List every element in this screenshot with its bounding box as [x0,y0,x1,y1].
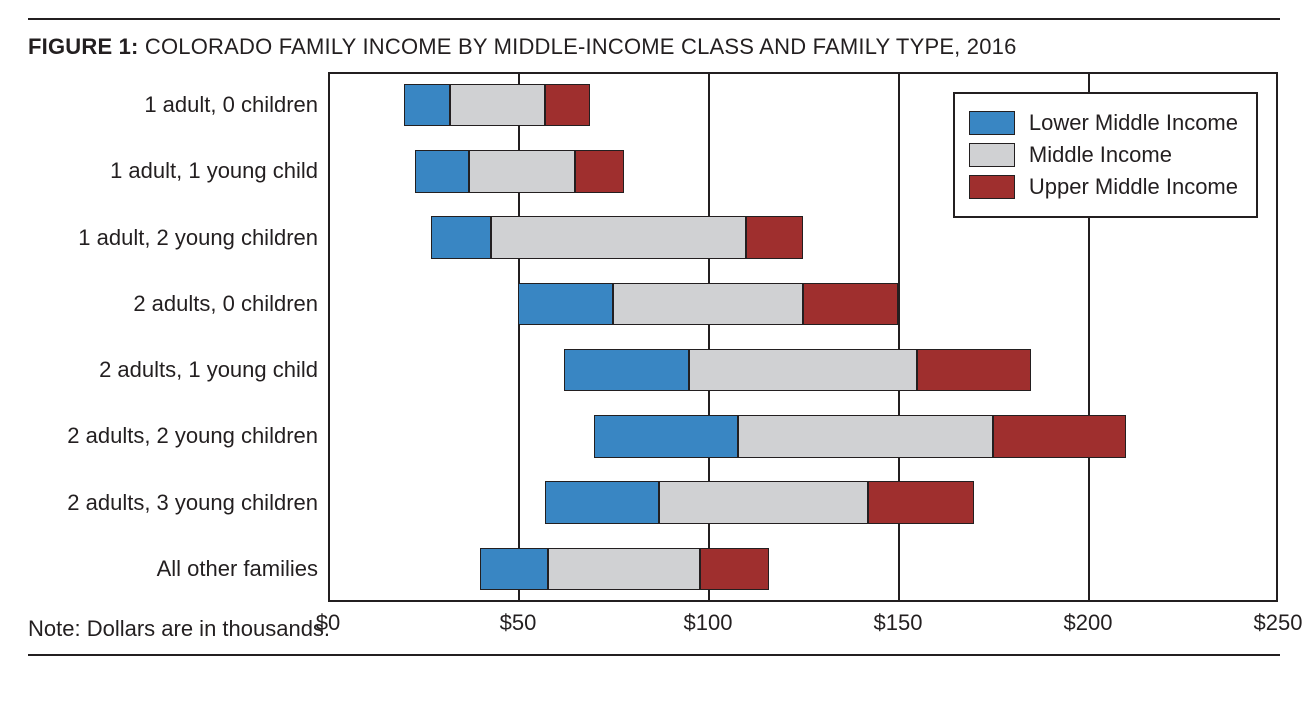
y-tick-label: 2 adults, 1 young child [99,357,318,383]
legend-label: Upper Middle Income [1029,174,1238,200]
bar-segment [545,481,659,523]
x-tick-label: $150 [874,610,923,636]
legend-swatch [969,175,1015,199]
bar-segment [491,216,746,258]
bar-segment [431,216,492,258]
y-tick-label: All other families [157,556,318,582]
bar-segment [404,84,450,126]
legend: Lower Middle Income Middle Income Upper Mi… [953,92,1258,218]
legend-item: Middle Income [969,142,1238,168]
x-tick-label: $200 [1064,610,1113,636]
legend-label: Lower Middle Income [1029,110,1238,136]
x-tick-label: $100 [684,610,733,636]
bar-segment [545,84,591,126]
legend-swatch [969,111,1015,135]
y-axis-labels: 1 adult, 0 children 1 adult, 1 young chil… [28,72,328,602]
bottom-rule [28,654,1280,656]
legend-item: Upper Middle Income [969,174,1238,200]
bar-segment [415,150,468,192]
bar-segment [993,415,1126,457]
x-tick-label: $50 [500,610,537,636]
chart: 1 adult, 0 children 1 adult, 1 young chil… [28,72,1280,602]
y-tick-label: 2 adults, 3 young children [67,490,318,516]
y-tick-label: 1 adult, 0 children [144,92,318,118]
y-tick-label: 1 adult, 2 young children [78,225,318,251]
y-tick-label: 2 adults, 2 young children [67,423,318,449]
y-tick-label: 2 adults, 0 children [133,291,318,317]
bar-segment [659,481,868,523]
plot-area: $0$50$100$150$200$250Lower Middle Income… [328,72,1278,602]
figure-container: FIGURE 1: COLORADO FAMILY INCOME BY MIDD… [0,0,1308,678]
bar-segment [548,548,700,590]
bar-segment [613,283,803,325]
bar-segment [594,415,738,457]
bar-segment [575,150,624,192]
figure-title: COLORADO FAMILY INCOME BY MIDDLE-INCOME … [145,34,1017,59]
bar-segment [564,349,689,391]
x-tick-label: $250 [1254,610,1303,636]
bar-segment [868,481,974,523]
bar-segment [518,283,613,325]
bar-segment [746,216,803,258]
legend-swatch [969,143,1015,167]
x-tick-label: $0 [316,610,340,636]
figure-label: FIGURE 1: [28,34,139,59]
bar-segment [700,548,768,590]
bar-segment [450,84,545,126]
bar-segment [480,548,548,590]
top-rule [28,18,1280,20]
bar-segment [738,415,993,457]
bar-segment [689,349,917,391]
bar-segment [803,283,898,325]
figure-title-line: FIGURE 1: COLORADO FAMILY INCOME BY MIDD… [28,34,1280,60]
legend-item: Lower Middle Income [969,110,1238,136]
legend-label: Middle Income [1029,142,1172,168]
bar-segment [469,150,575,192]
y-tick-label: 1 adult, 1 young child [110,158,318,184]
bar-segment [917,349,1031,391]
